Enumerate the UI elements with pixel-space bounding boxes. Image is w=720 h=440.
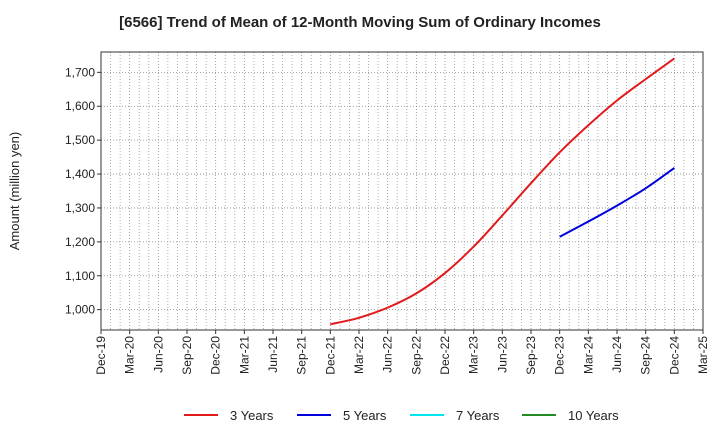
x-tick-label: Mar-21: [237, 336, 251, 374]
x-tick-label: Mar-20: [123, 336, 137, 374]
legend-label: 5 Years: [343, 407, 387, 423]
x-tick-label: Dec-24: [667, 336, 681, 375]
x-tick-label: Sep-21: [295, 336, 309, 375]
x-tick-label: Jun-20: [151, 336, 165, 373]
legend: 3 Years 5 Years 7 Years 10 Years: [0, 404, 720, 426]
x-tick-label: Dec-21: [323, 336, 337, 375]
y-tick-label: 1,700: [65, 65, 95, 79]
x-tick-label: Dec-22: [438, 336, 452, 375]
legend-item-10-years: 10 Years: [522, 404, 619, 426]
plot-frame: [100, 51, 704, 331]
y-tick-label: 1,100: [65, 269, 95, 283]
y-axis-label: Amount (million yen): [7, 132, 22, 251]
legend-label: 10 Years: [568, 407, 619, 423]
x-tick-label: Mar-22: [352, 336, 366, 374]
y-tick-label: 1,500: [65, 133, 95, 147]
x-tick-label: Dec-19: [94, 336, 108, 375]
chart-title: [6566] Trend of Mean of 12-Month Moving …: [119, 14, 601, 31]
legend-swatch: [297, 414, 331, 416]
x-tick-label: Jun-22: [381, 336, 395, 373]
x-tick-label: Dec-23: [553, 336, 567, 375]
y-tick-label: 1,400: [65, 167, 95, 181]
legend-swatch: [184, 414, 218, 416]
y-tick-label: 1,600: [65, 99, 95, 113]
x-tick-label: Mar-25: [696, 336, 710, 374]
x-tick-label: Sep-24: [639, 336, 653, 375]
legend-swatch: [410, 414, 444, 416]
x-axis-ticks: Dec-19 Mar-20 Jun-20 Sep-20 Dec-20 Mar-21 Jun-…: [94, 330, 710, 375]
y-tick-label: 1,000: [65, 303, 95, 317]
legend-swatch: [522, 414, 556, 416]
legend-item-3-years: 3 Years: [184, 404, 273, 426]
legend-item-7-years: 7 Years: [410, 404, 499, 426]
x-tick-label: Jun-24: [610, 336, 624, 373]
x-tick-label: Mar-23: [467, 336, 481, 374]
x-tick-label: Sep-23: [524, 336, 538, 375]
x-tick-label: Mar-24: [581, 336, 595, 374]
x-tick-label: Dec-20: [209, 336, 223, 375]
x-tick-label: Jun-23: [495, 336, 509, 373]
legend-item-5-years: 5 Years: [297, 404, 386, 426]
x-tick-label: Sep-20: [180, 336, 194, 375]
legend-label: 3 Years: [230, 407, 274, 423]
x-tick-label: Sep-22: [409, 336, 423, 375]
series-lines: [330, 57, 675, 326]
legend-label: 7 Years: [456, 407, 500, 423]
grid: [100, 52, 704, 330]
x-tick-label: Jun-21: [266, 336, 280, 373]
series-line-3-years: [330, 57, 675, 326]
y-tick-label: 1,300: [65, 201, 95, 215]
series-line-5-years: [559, 167, 675, 238]
y-tick-label: 1,200: [65, 235, 95, 249]
y-axis-ticks: 1,000 1,100 1,200 1,300 1,400 1,500 1,600 1,700: [65, 65, 101, 317]
